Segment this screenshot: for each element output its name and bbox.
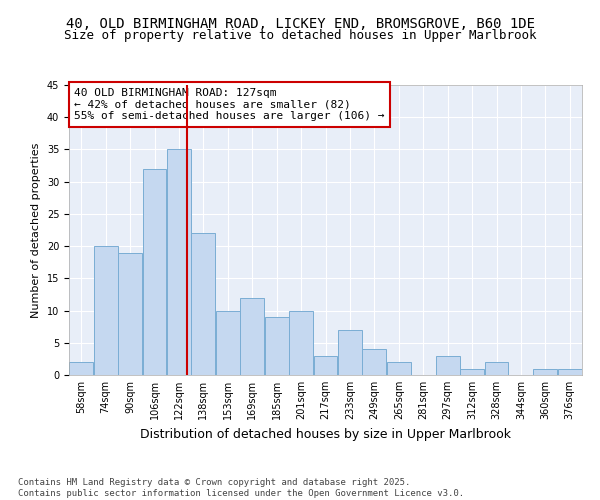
Text: 40, OLD BIRMINGHAM ROAD, LICKEY END, BROMSGROVE, B60 1DE: 40, OLD BIRMINGHAM ROAD, LICKEY END, BRO… bbox=[65, 18, 535, 32]
Bar bbox=[191, 233, 215, 375]
Bar bbox=[460, 368, 484, 375]
X-axis label: Distribution of detached houses by size in Upper Marlbrook: Distribution of detached houses by size … bbox=[140, 428, 511, 440]
Bar bbox=[362, 349, 386, 375]
Bar bbox=[94, 246, 118, 375]
Text: Contains HM Land Registry data © Crown copyright and database right 2025.
Contai: Contains HM Land Registry data © Crown c… bbox=[18, 478, 464, 498]
Bar bbox=[338, 330, 362, 375]
Bar bbox=[289, 310, 313, 375]
Bar bbox=[314, 356, 337, 375]
Bar bbox=[436, 356, 460, 375]
Bar bbox=[143, 169, 166, 375]
Bar bbox=[240, 298, 264, 375]
Bar bbox=[387, 362, 411, 375]
Bar bbox=[485, 362, 508, 375]
Bar bbox=[118, 252, 142, 375]
Bar bbox=[69, 362, 93, 375]
Bar bbox=[533, 368, 557, 375]
Text: 40 OLD BIRMINGHAM ROAD: 127sqm
← 42% of detached houses are smaller (82)
55% of : 40 OLD BIRMINGHAM ROAD: 127sqm ← 42% of … bbox=[74, 88, 385, 121]
Bar bbox=[216, 310, 240, 375]
Bar bbox=[265, 317, 289, 375]
Text: Size of property relative to detached houses in Upper Marlbrook: Size of property relative to detached ho… bbox=[64, 29, 536, 42]
Bar bbox=[167, 150, 191, 375]
Y-axis label: Number of detached properties: Number of detached properties bbox=[31, 142, 41, 318]
Bar bbox=[558, 368, 582, 375]
